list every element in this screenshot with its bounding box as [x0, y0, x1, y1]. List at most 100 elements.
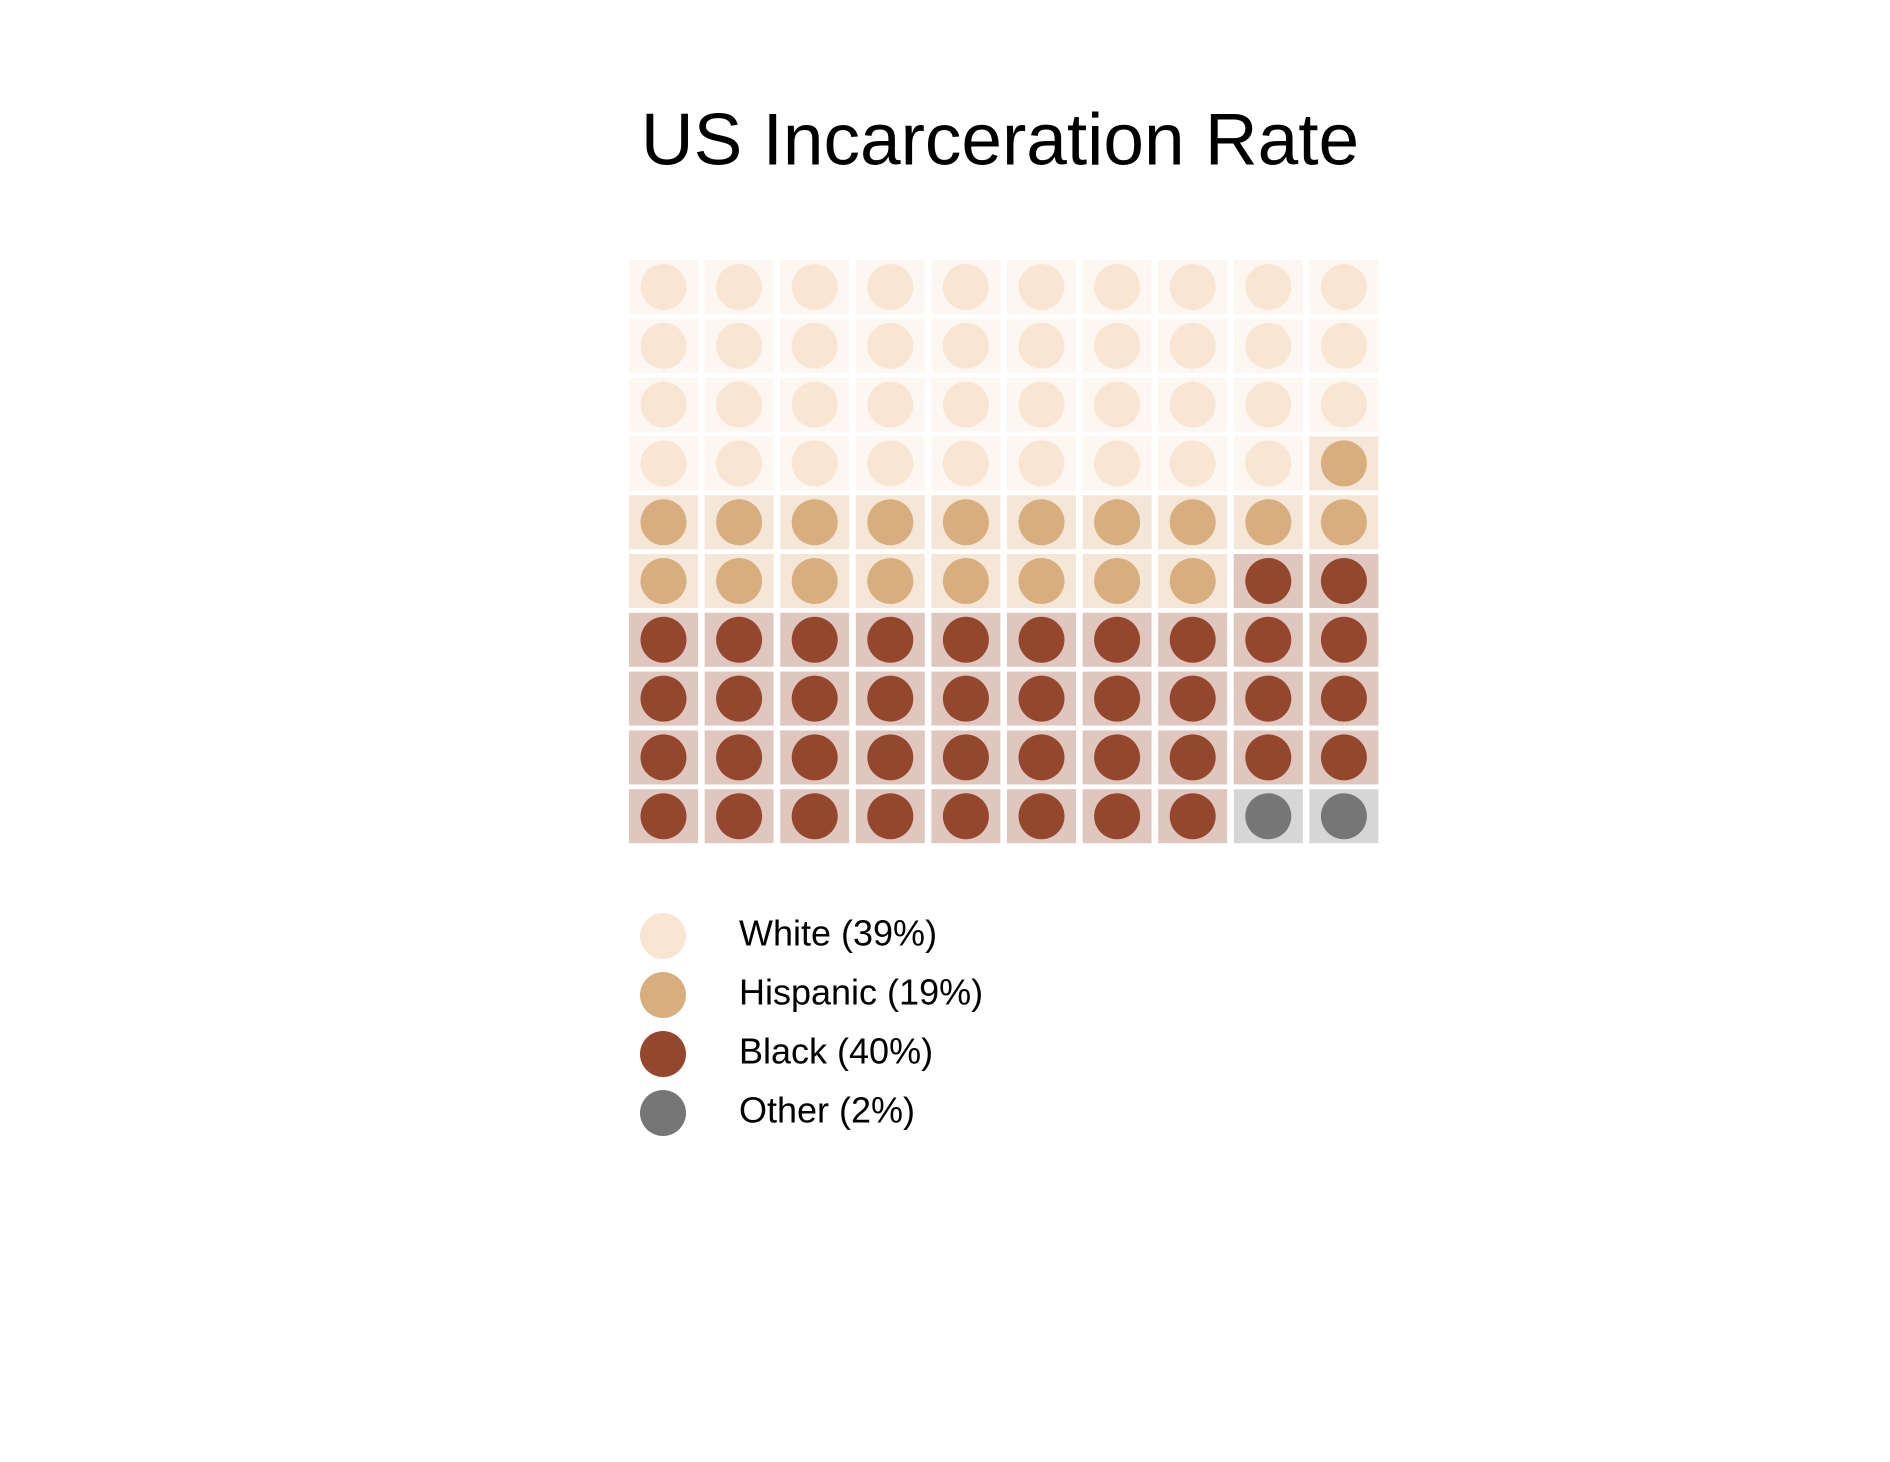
waffle-cell	[716, 558, 763, 604]
waffle-cell	[942, 793, 989, 840]
waffle-cell	[1245, 675, 1292, 722]
waffle-cell	[1018, 322, 1065, 369]
waffle-cell	[1018, 381, 1065, 428]
waffle-cell	[867, 675, 914, 722]
waffle-cell	[1245, 616, 1292, 663]
waffle-cell	[942, 558, 989, 604]
waffle-cell	[867, 499, 914, 546]
waffle-cell	[640, 558, 687, 604]
waffle-cell	[791, 793, 838, 840]
waffle-cell	[640, 675, 687, 722]
waffle-cell	[867, 264, 914, 310]
waffle-cell	[1245, 793, 1292, 840]
waffle-cell	[791, 558, 838, 604]
waffle-cell	[791, 440, 838, 487]
waffle-cell	[867, 734, 914, 781]
waffle-cell	[942, 675, 989, 722]
waffle-cell	[640, 616, 687, 663]
waffle-cell	[1018, 675, 1065, 722]
waffle-cell	[1245, 381, 1292, 428]
chart-title: US Incarceration Rate	[641, 99, 1359, 180]
waffle-cell	[1018, 264, 1065, 310]
waffle-cell	[1320, 675, 1367, 722]
legend-marker	[640, 972, 686, 1018]
waffle-cell	[1245, 264, 1292, 310]
waffle-cell	[716, 264, 763, 310]
waffle-cell	[640, 499, 687, 546]
waffle-cell	[1018, 558, 1065, 604]
waffle-cell	[1094, 793, 1141, 840]
waffle-cell	[1320, 322, 1367, 369]
waffle-cell	[1094, 675, 1141, 722]
waffle-cell	[640, 322, 687, 369]
waffle-cell	[942, 734, 989, 781]
waffle-cell	[1018, 440, 1065, 487]
waffle-cell	[867, 322, 914, 369]
waffle-cell	[1169, 734, 1216, 781]
legend-marker	[640, 913, 686, 959]
legend-marker	[640, 1031, 686, 1077]
waffle-cell	[1169, 793, 1216, 840]
waffle-cell	[1169, 675, 1216, 722]
waffle-cell	[1094, 616, 1141, 663]
waffle-cell	[716, 616, 763, 663]
waffle-cell	[640, 734, 687, 781]
waffle-cell	[716, 793, 763, 840]
legend-label: Hispanic (19%)	[739, 972, 983, 1013]
waffle-cell	[867, 440, 914, 487]
waffle-cell	[1094, 499, 1141, 546]
waffle-cell	[942, 499, 989, 546]
waffle-cell	[716, 322, 763, 369]
legend-label: Other (2%)	[739, 1090, 915, 1131]
waffle-cell	[1094, 322, 1141, 369]
waffle-cell	[1094, 264, 1141, 310]
waffle-cell	[1094, 734, 1141, 781]
waffle-cell	[1094, 381, 1141, 428]
waffle-cell	[791, 322, 838, 369]
waffle-cell	[1320, 558, 1367, 604]
waffle-cell	[791, 734, 838, 781]
waffle-cell	[716, 499, 763, 546]
waffle-cell	[640, 264, 687, 310]
waffle-cell	[791, 499, 838, 546]
waffle-cell	[1169, 440, 1216, 487]
waffle-cell	[1169, 499, 1216, 546]
waffle-cell	[1169, 264, 1216, 310]
waffle-cell	[1169, 616, 1216, 663]
waffle-cell	[716, 675, 763, 722]
waffle-cell	[1245, 558, 1292, 604]
waffle-cell	[942, 264, 989, 310]
waffle-cell	[791, 264, 838, 310]
waffle-cell	[1320, 793, 1367, 840]
waffle-cell	[942, 440, 989, 487]
legend-marker	[640, 1090, 686, 1136]
waffle-cell	[867, 558, 914, 604]
waffle-cell	[1245, 499, 1292, 546]
waffle-cell	[1245, 322, 1292, 369]
waffle-cell	[942, 381, 989, 428]
waffle-cell	[1018, 793, 1065, 840]
waffle-cell	[1169, 558, 1216, 604]
waffle-cell	[867, 616, 914, 663]
waffle-cell	[1320, 264, 1367, 310]
waffle-cell	[640, 793, 687, 840]
waffle-cell	[1094, 558, 1141, 604]
waffle-cell	[791, 616, 838, 663]
waffle-cell	[1320, 734, 1367, 781]
waffle-cell	[1320, 440, 1367, 487]
waffle-cell	[791, 381, 838, 428]
waffle-cell	[1320, 381, 1367, 428]
waffle-cell	[1245, 734, 1292, 781]
waffle-cell	[942, 322, 989, 369]
waffle-cell	[1094, 440, 1141, 487]
waffle-cell	[1320, 616, 1367, 663]
waffle-cell	[867, 793, 914, 840]
waffle-cell	[640, 381, 687, 428]
waffle-cell	[1169, 322, 1216, 369]
waffle-cell	[791, 675, 838, 722]
waffle-cell	[716, 381, 763, 428]
waffle-cell	[716, 440, 763, 487]
waffle-cell	[716, 734, 763, 781]
